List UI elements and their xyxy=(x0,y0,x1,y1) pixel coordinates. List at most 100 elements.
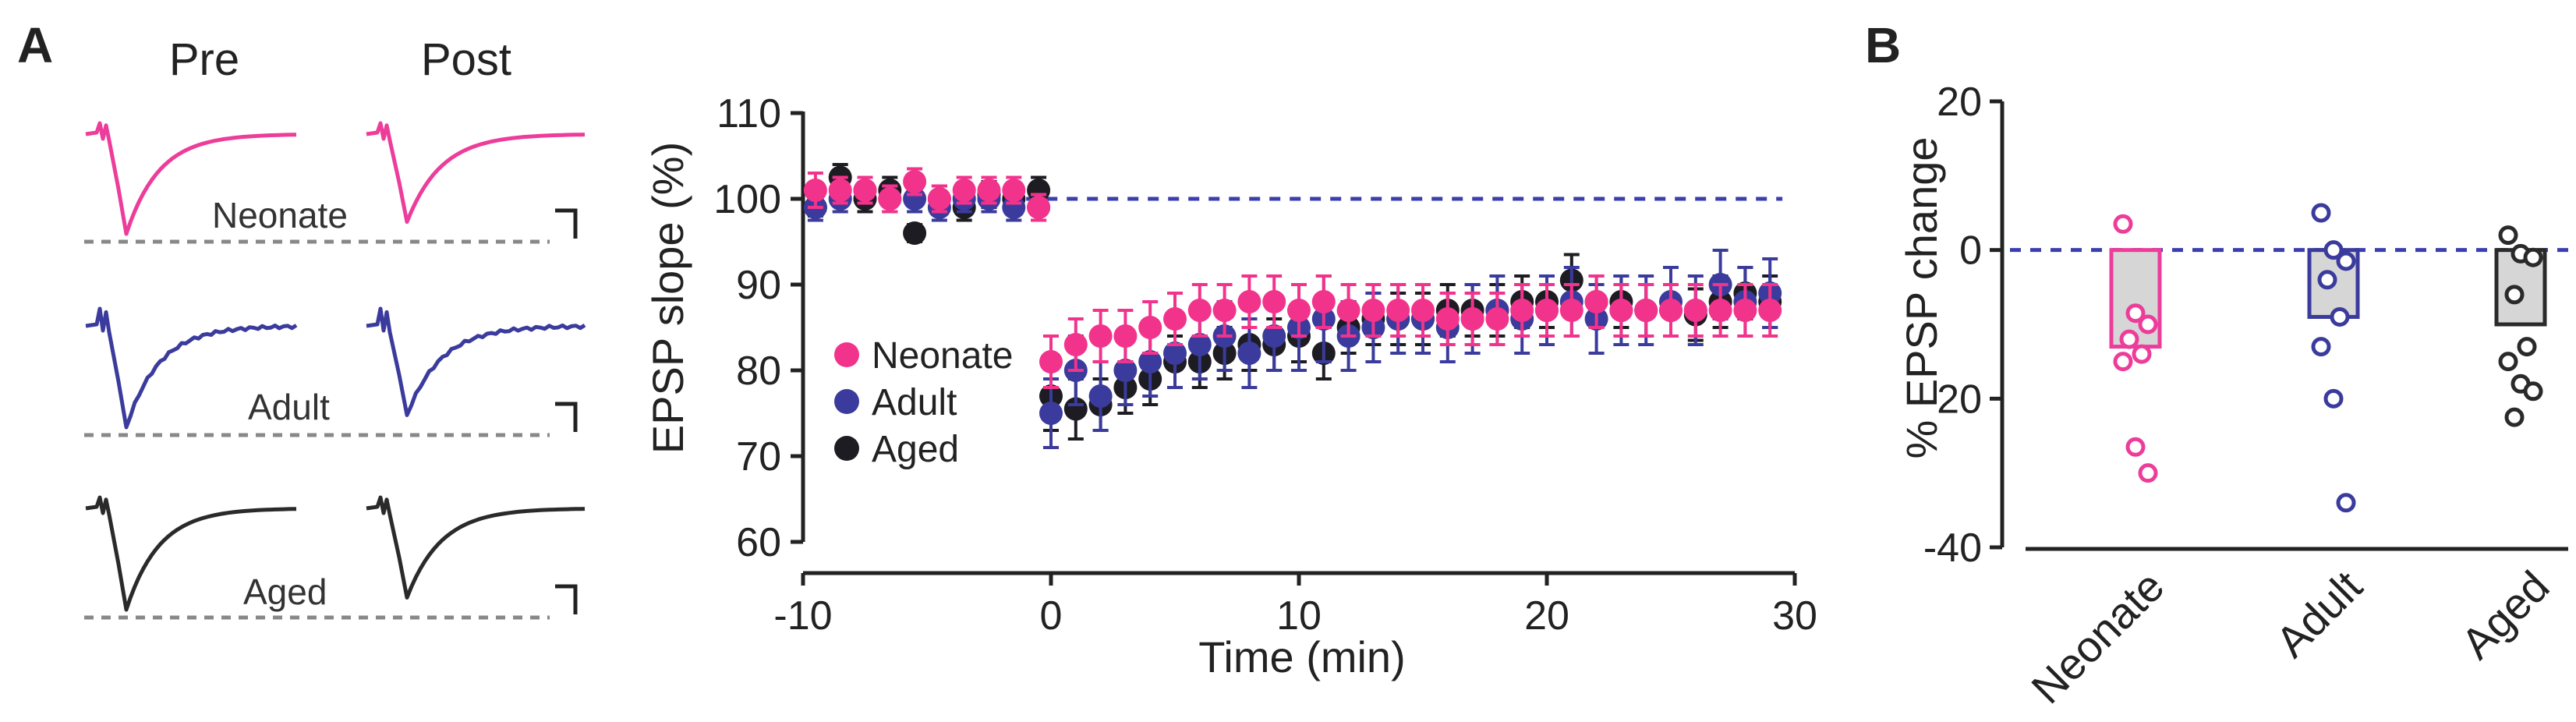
data-point xyxy=(1163,307,1187,331)
individual-point xyxy=(2138,314,2158,334)
timecourse-marks xyxy=(803,163,1782,449)
data-point xyxy=(977,179,1001,202)
data-point xyxy=(1510,299,1534,322)
data-point xyxy=(1386,299,1410,322)
data-point xyxy=(1212,299,1237,322)
trace-panel xyxy=(84,121,586,620)
individual-point xyxy=(2498,352,2518,372)
data-point xyxy=(1138,316,1162,339)
individual-point xyxy=(2125,303,2146,324)
y-tick-label: 70 xyxy=(736,434,781,480)
timecourse-axes: 60 70 80 90 100 110 -10 0 10 20 30 xyxy=(713,91,1817,639)
bar-y-axis-title: % EPSP change xyxy=(1897,136,1946,458)
trace-label-adult: Adult xyxy=(248,387,330,427)
individual-point xyxy=(2498,225,2518,246)
legend-marker-aged xyxy=(834,436,859,461)
individual-point xyxy=(2336,251,2356,271)
panel-a-letter: A xyxy=(17,17,53,73)
data-point xyxy=(1113,359,1138,382)
data-point xyxy=(1609,299,1633,322)
data-point xyxy=(1733,299,1757,322)
data-point xyxy=(1485,307,1509,331)
x-tick-label: 20 xyxy=(1524,593,1569,639)
data-point xyxy=(1411,299,1435,322)
epsp-trace xyxy=(366,121,586,225)
data-point xyxy=(1002,179,1026,202)
individual-point xyxy=(2523,247,2543,267)
data-point xyxy=(1187,299,1212,322)
legend-marker-adult xyxy=(834,389,859,414)
data-point xyxy=(1262,290,1286,313)
data-point xyxy=(1287,299,1311,322)
data-point xyxy=(903,170,927,193)
data-point xyxy=(1262,324,1286,348)
data-point xyxy=(1237,290,1261,313)
y-tick-label: 20 xyxy=(1937,80,1982,125)
x-tick-label: 30 xyxy=(1772,593,1817,639)
data-point xyxy=(1758,299,1782,322)
data-point xyxy=(1088,384,1113,408)
data-point xyxy=(803,179,827,202)
panel-b-letter: B xyxy=(1865,17,1901,73)
pre-column-label: Pre xyxy=(169,34,239,85)
individual-point xyxy=(2504,285,2525,305)
y-tick-label: 110 xyxy=(717,91,781,136)
y-tick-label: -20 xyxy=(1923,377,1982,422)
epsp-trace xyxy=(366,306,586,417)
data-point xyxy=(878,187,902,211)
data-point xyxy=(1039,350,1063,373)
data-point xyxy=(1683,299,1707,322)
series-neonate xyxy=(803,167,1782,389)
data-point xyxy=(1584,290,1608,313)
scale-bar xyxy=(555,208,578,239)
timecourse-x-axis-title: Time (min) xyxy=(1198,632,1405,681)
y-tick-label: 60 xyxy=(736,520,781,565)
post-column-label: Post xyxy=(421,34,511,85)
bar-axes: -40 -20 0 20 Neonate Adult Aged xyxy=(1923,80,2568,713)
timecourse-y-axis-title: EPSP slope (%) xyxy=(643,142,692,454)
data-point xyxy=(1088,324,1113,348)
data-point xyxy=(952,179,976,202)
data-point xyxy=(1659,299,1683,322)
category-label-adult: Adult xyxy=(2266,561,2372,667)
individual-point xyxy=(2113,352,2133,372)
individual-point xyxy=(2119,329,2139,349)
individual-point xyxy=(2317,270,2337,290)
individual-point xyxy=(2323,240,2344,260)
individual-point xyxy=(2311,203,2331,223)
individual-point xyxy=(2336,493,2356,513)
data-point xyxy=(1063,333,1088,356)
x-tick-label: -10 xyxy=(773,593,832,639)
data-point xyxy=(1113,324,1138,348)
data-point xyxy=(828,179,852,202)
data-point xyxy=(1027,196,1051,219)
trace-label-aged: Aged xyxy=(243,572,327,612)
legend-label-aged: Aged xyxy=(872,429,959,470)
individual-point xyxy=(2330,306,2350,327)
scale-bar xyxy=(555,402,578,432)
data-point xyxy=(1311,290,1336,313)
data-point xyxy=(1138,350,1162,373)
individual-point xyxy=(2113,214,2133,234)
data-point xyxy=(1435,307,1460,331)
x-tick-label: 0 xyxy=(1040,593,1063,639)
y-tick-label: 90 xyxy=(736,263,781,308)
epsp-trace xyxy=(366,495,586,600)
data-point xyxy=(1460,307,1484,331)
scale-bar xyxy=(555,584,578,614)
category-label-neonate: Neonate xyxy=(2022,561,2173,713)
individual-point xyxy=(2132,344,2152,364)
data-point xyxy=(1708,299,1732,322)
individual-point xyxy=(2323,388,2344,409)
epsp-trace xyxy=(85,495,297,612)
y-tick-label: 80 xyxy=(736,349,781,394)
trace-label-neonate: Neonate xyxy=(212,195,348,235)
individual-point xyxy=(2125,437,2146,457)
legend-label-neonate: Neonate xyxy=(872,335,1013,377)
data-point xyxy=(1237,342,1261,365)
data-point xyxy=(1535,299,1559,322)
data-point xyxy=(1559,299,1583,322)
category-label-aged: Aged xyxy=(2451,561,2558,668)
individual-point xyxy=(2523,381,2543,402)
individual-point xyxy=(2504,407,2525,427)
